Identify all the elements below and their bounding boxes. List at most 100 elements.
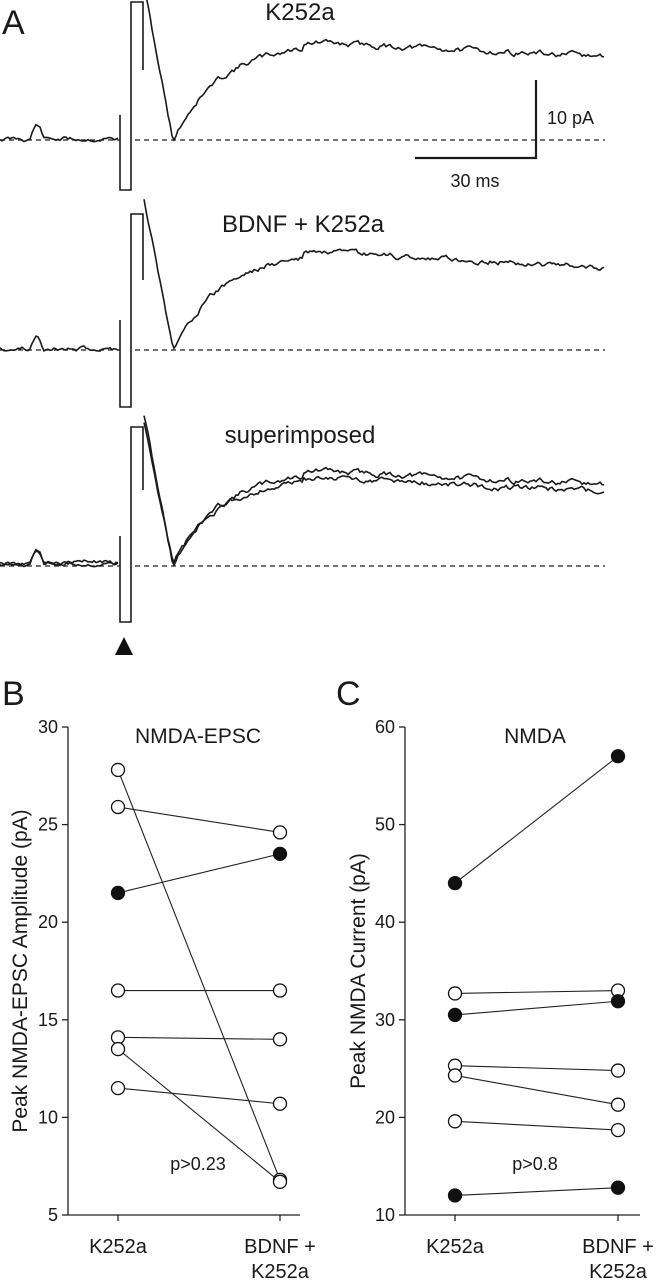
data-point <box>110 762 126 778</box>
y-tick-label: 20 <box>375 1107 395 1127</box>
y-tick-label: 10 <box>38 1107 58 1127</box>
data-pair <box>110 846 288 901</box>
pair-connector-line <box>117 1048 281 1183</box>
data-point <box>447 1114 463 1129</box>
p-value-annotation: p>0.23 <box>170 1154 226 1174</box>
pair-connector-line <box>117 1087 281 1105</box>
scale-bar-y-label: 10 pA <box>547 108 594 128</box>
data-pair <box>110 1030 288 1047</box>
scale-bar: 10 pA 30 ms <box>415 80 594 191</box>
pair-connector-line <box>454 1074 619 1106</box>
trace-title-k252a: K252a <box>265 0 335 26</box>
data-point <box>610 1122 626 1138</box>
panel-a-letter: A <box>2 4 25 42</box>
trace-superimposed-bdnf <box>0 422 605 567</box>
trace-group-k252a: K252a <box>0 0 605 191</box>
pair-connector-line <box>117 769 281 1181</box>
y-tick-label: 15 <box>38 1010 58 1030</box>
y-tick-label: 40 <box>375 912 395 932</box>
y-axis-title: Peak NMDA-EPSC Amplitude (pA) <box>9 809 32 1132</box>
data-point <box>110 799 126 815</box>
pair-connector-line <box>454 1065 619 1072</box>
stimulus-artifact-3 <box>119 426 144 623</box>
y-tick-label: 50 <box>375 815 395 835</box>
pair-connector-line <box>454 1120 619 1131</box>
data-point <box>110 1041 126 1057</box>
pair-connector-line <box>454 1000 619 1016</box>
data-pair <box>447 1068 626 1112</box>
panel-a: A K252a 10 pA 30 ms BDNF + K252a superim… <box>0 0 605 655</box>
data-point <box>447 876 463 891</box>
scale-bar-lines <box>415 80 538 160</box>
x-category-label: K252a <box>89 1236 148 1258</box>
trace-superimposed-k252a <box>0 415 605 568</box>
chart-axes: 10 20 30 40 50 60 K252a BDNF + K252a <box>375 717 654 1283</box>
x-category-label: K252a <box>426 1236 485 1258</box>
trace-k252a <box>0 0 605 143</box>
trace-title-superimposed: superimposed <box>225 422 376 449</box>
data-point <box>447 1068 463 1083</box>
y-tick-label: 30 <box>38 717 58 737</box>
data-pair <box>447 1058 626 1078</box>
trace-group-superimposed: superimposed <box>0 415 605 623</box>
data-point <box>272 1032 288 1047</box>
data-point <box>610 1097 626 1112</box>
data-point <box>272 983 288 998</box>
data-point <box>110 1030 126 1045</box>
x-category-label: BDNF + K252a <box>582 1236 654 1283</box>
pair-connector-line <box>117 1036 281 1040</box>
pair-connector-line <box>117 806 281 833</box>
data-pair <box>110 983 288 998</box>
data-pair <box>447 994 626 1023</box>
data-point <box>272 825 288 840</box>
data-point <box>110 1080 126 1096</box>
chart-title: NMDA <box>504 725 566 748</box>
trace-group-bdnf-k252a: BDNF + K252a <box>0 199 605 408</box>
panel-c-letter: C <box>336 675 361 713</box>
data-pair <box>110 762 288 1188</box>
y-tick-label: 30 <box>375 1010 395 1030</box>
data-pair <box>447 749 626 891</box>
data-point <box>447 1007 463 1023</box>
data-pair <box>110 1080 288 1111</box>
y-tick-label: 60 <box>375 717 395 737</box>
data-point <box>272 1096 288 1111</box>
stimulus-artifact-2 <box>119 213 144 408</box>
pair-connector-line <box>454 989 619 994</box>
scale-bar-x-label: 30 ms <box>450 171 499 191</box>
data-point <box>447 1188 463 1203</box>
data-point <box>610 994 626 1009</box>
trace-bdnf-k252a <box>0 199 605 353</box>
data-pair <box>447 983 626 1001</box>
panel-b-letter: B <box>2 675 25 713</box>
data-pair <box>447 1114 626 1138</box>
data-point <box>610 1063 626 1078</box>
data-pair <box>447 1180 626 1203</box>
data-point <box>610 749 626 764</box>
y-tick-label: 10 <box>375 1205 395 1225</box>
y-tick-label: 25 <box>38 815 58 835</box>
data-point <box>272 846 288 862</box>
y-axis-title: Peak NMDA Current (pA) <box>347 853 370 1089</box>
pair-connector-line <box>454 1187 619 1197</box>
data-pair <box>110 1041 288 1189</box>
trace-title-bdnf-k252a: BDNF + K252a <box>222 211 385 238</box>
data-point <box>610 1180 626 1195</box>
pair-connector-line <box>454 755 619 884</box>
chart-title: NMDA-EPSC <box>135 725 261 748</box>
data-point <box>110 983 126 998</box>
p-value-annotation: p>0.8 <box>512 1154 558 1174</box>
data-point <box>272 1174 288 1189</box>
panel-c: C 10 20 30 40 50 60 K252a BDNF + K252a Peak NMDA … <box>336 675 654 1283</box>
y-tick-label: 20 <box>38 912 58 932</box>
x-category-label: BDNF + K252a <box>244 1236 316 1283</box>
panel-b: B 5 10 15 20 25 30 K252a BDNF + K252a Peak NMDA-E… <box>2 675 316 1283</box>
y-tick-label: 5 <box>48 1205 58 1225</box>
data-point <box>110 885 126 901</box>
triangle-up-icon <box>115 637 133 655</box>
stimulus-artifact-1 <box>119 1 144 191</box>
data-pair <box>110 799 288 840</box>
pair-connector-line <box>117 853 281 894</box>
chart-axes: 5 10 15 20 25 30 K252a BDNF + K252a <box>38 717 316 1283</box>
